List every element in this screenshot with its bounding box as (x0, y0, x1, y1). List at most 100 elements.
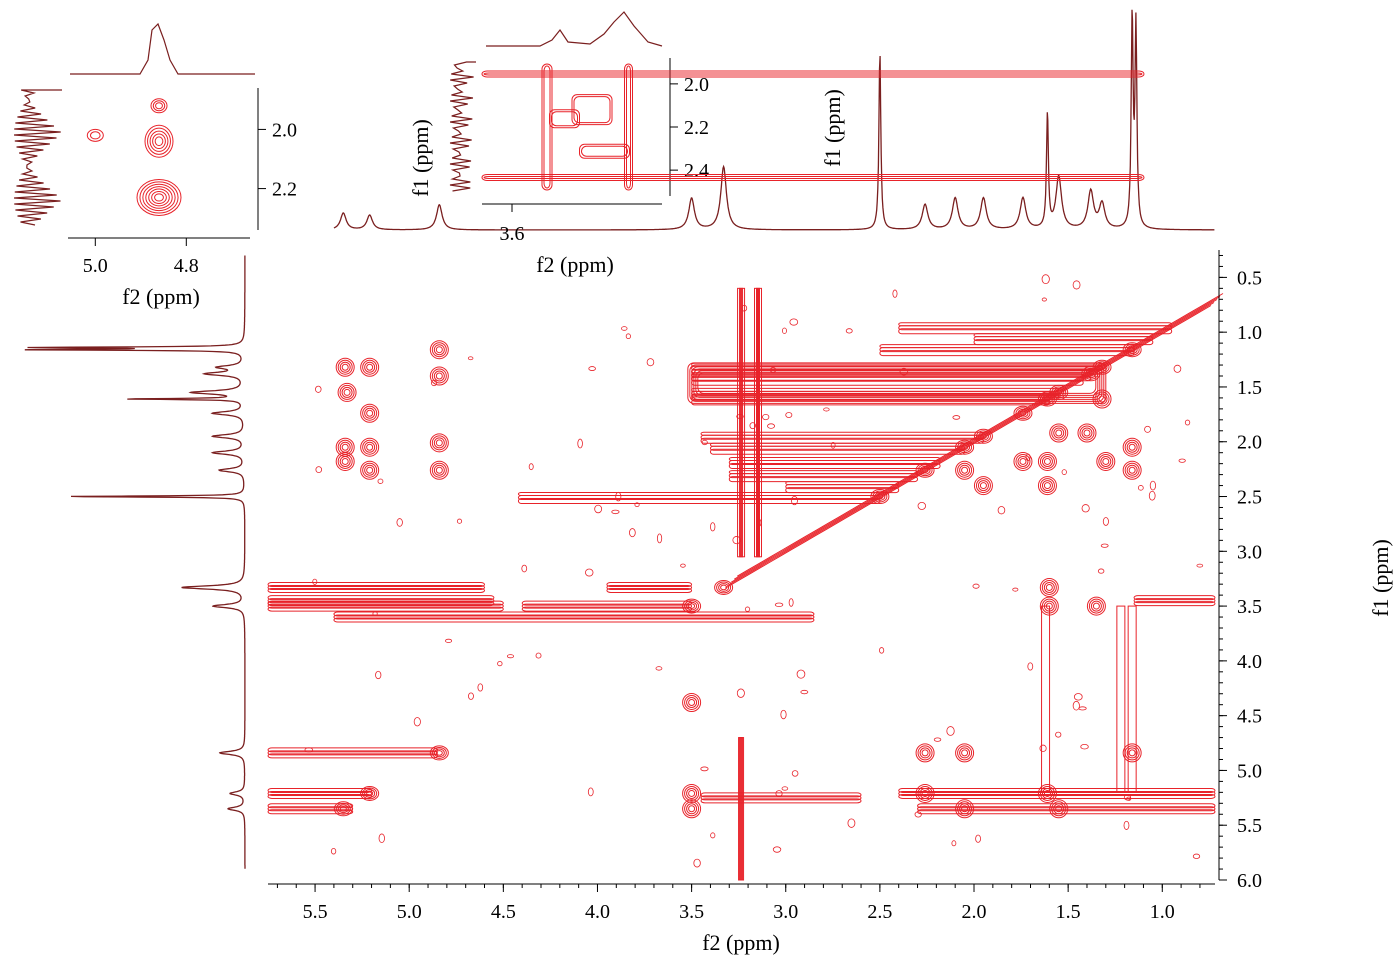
inset2-contour (543, 65, 551, 189)
y-tick-label: 5.5 (1237, 815, 1262, 837)
diagonal-peak (1043, 396, 1051, 402)
block-contour (691, 366, 1103, 400)
noise-contour (375, 670, 382, 680)
noise-contour (1149, 480, 1157, 491)
top-spectrum-trace (333, 9, 1215, 231)
noise-contour (315, 466, 323, 474)
block-contour (697, 372, 1097, 394)
noise-contour (1041, 297, 1047, 302)
inset2-contour (483, 175, 1143, 179)
diagonal-peak (433, 748, 445, 758)
horizontal-streak (606, 581, 693, 587)
noise-contour (315, 385, 322, 393)
diagonal-peak (1019, 410, 1027, 417)
cross-peak (364, 407, 376, 419)
horizontal-streak (521, 603, 693, 609)
noise-contour (767, 423, 776, 429)
inset1-peak (90, 131, 101, 140)
cross-peak (1045, 602, 1053, 610)
horizontal-streak (700, 792, 862, 798)
x-tick-label: 5.0 (397, 901, 422, 923)
vertical-streak (740, 737, 745, 881)
diagonal-peak (366, 790, 374, 797)
y-axis-title: f1 (ppm) (1368, 539, 1393, 617)
noise-contour (456, 518, 463, 524)
cross-peak (919, 747, 931, 759)
diagonal-peak (1085, 369, 1097, 379)
diagonal-peak (1096, 362, 1108, 372)
inset1-peak (149, 130, 169, 152)
top-projection-spectrum (333, 9, 1215, 231)
diagonal-peak (337, 804, 349, 814)
noise-contour (1055, 731, 1062, 738)
cross-peak (435, 439, 443, 447)
left-spectrum-trace (24, 255, 246, 869)
diagonal-peak (870, 489, 890, 505)
cross-peak (431, 342, 447, 358)
cross-peak (1094, 391, 1110, 407)
cross-peak (1051, 801, 1067, 817)
cross-peak (955, 743, 975, 763)
cross-peak (1041, 598, 1057, 614)
noise-contour (445, 638, 453, 643)
horizontal-streak (267, 753, 438, 759)
cross-peak (1043, 581, 1055, 593)
streak-contour (785, 484, 900, 490)
diagonal-peak (955, 439, 975, 455)
y-tick-label: 2.5 (1237, 487, 1262, 509)
noise-contour (933, 737, 942, 742)
noise-contour (372, 611, 378, 617)
horizontal-streak (267, 587, 486, 593)
inset1-peak (147, 127, 171, 155)
cross-peak (335, 437, 355, 457)
noise-contour (780, 709, 787, 720)
noise-contour (646, 358, 655, 367)
inset1-peak (139, 181, 179, 214)
cross-peak (959, 803, 971, 815)
noise-contour (1173, 364, 1182, 373)
diagonal-peak (1094, 361, 1110, 374)
x-tick-label: 5.5 (303, 901, 328, 923)
noise-contour (693, 858, 701, 868)
noise-contour (710, 832, 716, 839)
cross-peak (343, 388, 351, 396)
noise-contour (1072, 280, 1081, 290)
noise-contour (1081, 504, 1090, 513)
cross-peak (1126, 464, 1138, 476)
horizontal-streak (267, 790, 373, 796)
x-tick-label: 3.5 (679, 901, 704, 923)
noise-contour (917, 501, 927, 510)
diagonal-peak (872, 490, 888, 503)
diagonal-contour (725, 305, 1212, 589)
streak-contour (879, 347, 1135, 353)
block-contour (695, 370, 1099, 396)
inset1-peak (136, 178, 182, 216)
cross-peak (1126, 747, 1138, 759)
horizontal-streak (267, 603, 504, 609)
noise-contour (1041, 274, 1050, 285)
noise-contour (1178, 458, 1186, 463)
cross-peak (915, 743, 935, 763)
cross-peak (1102, 457, 1110, 465)
cross-peak (429, 366, 449, 386)
noise-contour (701, 439, 708, 446)
noise-contour (790, 495, 798, 506)
horizontal-streak (521, 606, 693, 612)
inset1-peak (152, 100, 166, 112)
streak-contour (728, 459, 941, 465)
cross-peak (360, 437, 380, 457)
cross-peak (973, 476, 993, 496)
inset1-x-title: f2 (ppm) (122, 284, 200, 309)
cross-peak (1079, 425, 1095, 441)
cross-peak (1039, 478, 1055, 494)
cross-peak (341, 363, 349, 371)
diagonal-peak (362, 787, 378, 800)
horizontal-streak (267, 584, 486, 590)
inset2-contour (579, 143, 630, 159)
cross-peak (1083, 429, 1091, 437)
cross-peak (1041, 455, 1053, 467)
cross-peak (682, 799, 702, 819)
noise-contour (1184, 419, 1191, 426)
dense-block (687, 362, 1107, 404)
horizontal-streak (267, 803, 354, 809)
